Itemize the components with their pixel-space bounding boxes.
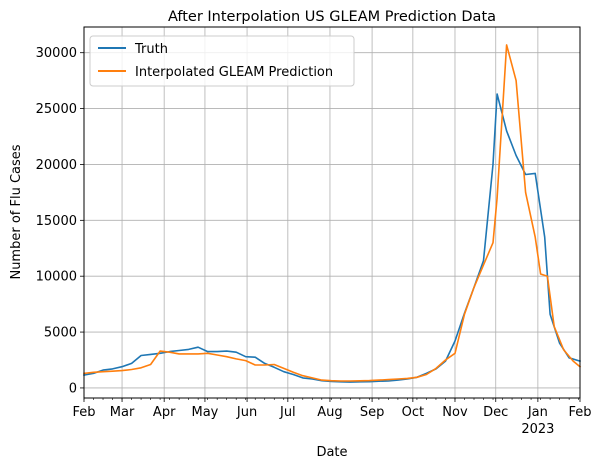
x-tick-label: Feb <box>72 405 95 420</box>
x-tick-label: Dec <box>483 405 508 420</box>
x-tick-label: Nov <box>442 405 468 420</box>
y-axis: 0 5000 10000 15000 20000 25000 30000 <box>36 46 84 396</box>
x-tick-label: Mar <box>110 405 135 420</box>
y-tick-label: 0 <box>69 381 77 396</box>
x-axis-label: Date <box>316 445 347 460</box>
x-tick-label: Jun <box>236 405 257 420</box>
y-axis-label: Number of Flu Cases <box>9 144 24 279</box>
legend-label-gleam: Interpolated GLEAM Prediction <box>135 65 333 80</box>
x-axis: Feb Mar Apr May Jun Jul Aug Sep Oct Nov Dec Jan 2023… <box>72 398 592 437</box>
legend-box <box>89 35 355 87</box>
x-tick-label: Oct <box>402 405 424 420</box>
x-tick-sublabel: 2023 <box>521 422 554 437</box>
x-tick-label: Jul <box>279 405 296 420</box>
x-tick-label: Sep <box>360 405 385 420</box>
x-tick-label: May <box>191 405 218 420</box>
series-line-gleam-prediction <box>83 44 582 382</box>
series-layer <box>83 44 582 383</box>
x-tick-label: Feb <box>568 405 591 420</box>
chart-title: After Interpolation US GLEAM Prediction … <box>168 9 496 25</box>
y-tick-label: 25000 <box>36 102 77 117</box>
y-tick-label: 5000 <box>44 326 77 341</box>
x-tick-label: Aug <box>317 405 342 420</box>
y-tick-label: 15000 <box>36 214 77 229</box>
y-tick-label: 30000 <box>36 46 77 61</box>
y-tick-label: 10000 <box>36 270 77 285</box>
y-tick-label: 20000 <box>36 158 77 173</box>
legend: Truth Interpolated GLEAM Prediction <box>89 35 355 87</box>
legend-label-truth: Truth <box>134 42 168 57</box>
x-tick-label: Jan <box>527 405 548 420</box>
plot-frame <box>83 26 581 399</box>
x-tick-label: Apr <box>153 405 176 420</box>
